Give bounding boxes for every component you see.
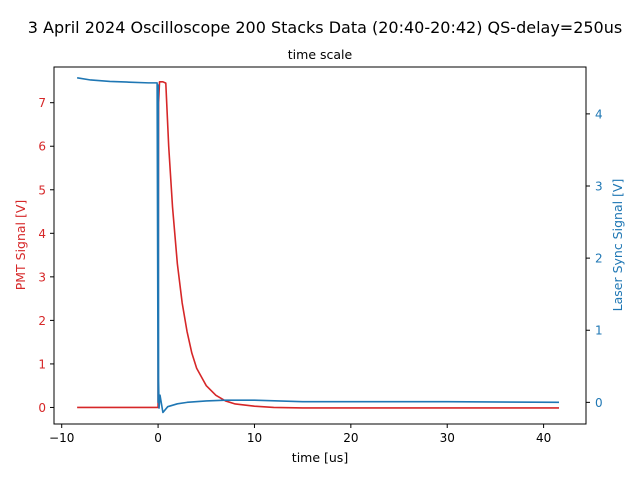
right-tick-label: 2 xyxy=(595,252,603,266)
left-tick-label: 1 xyxy=(38,357,46,371)
laser-sync-line xyxy=(77,78,559,413)
chart-subtitle: time scale xyxy=(288,47,353,62)
left-tick-label: 5 xyxy=(38,183,46,197)
pmt-signal-line xyxy=(77,82,559,408)
plot-frame xyxy=(54,67,586,424)
right-tick-label: 0 xyxy=(595,396,603,410)
left-tick-label: 4 xyxy=(38,227,46,241)
left-axis-label: PMT Signal [V] xyxy=(13,200,28,291)
left-tick-label: 3 xyxy=(38,270,46,284)
left-tick-label: 6 xyxy=(38,140,46,154)
x-axis-label: time [us] xyxy=(292,450,348,465)
right-tick-label: 1 xyxy=(595,324,603,338)
left-tick-label: 0 xyxy=(38,401,46,415)
chart-title: 3 April 2024 Oscilloscope 200 Stacks Dat… xyxy=(28,18,622,37)
x-tick-label: 20 xyxy=(343,431,358,445)
x-tick-label: 10 xyxy=(247,431,262,445)
right-axis-label: Laser Sync Signal [V] xyxy=(610,179,625,312)
x-tick-label: −10 xyxy=(49,431,74,445)
left-tick-label: 7 xyxy=(38,96,46,110)
x-tick-label: 40 xyxy=(536,431,551,445)
x-tick-label: 30 xyxy=(440,431,455,445)
right-tick-label: 3 xyxy=(595,180,603,194)
left-tick-label: 2 xyxy=(38,314,46,328)
right-tick-label: 4 xyxy=(595,107,603,121)
x-tick-label: 0 xyxy=(154,431,162,445)
